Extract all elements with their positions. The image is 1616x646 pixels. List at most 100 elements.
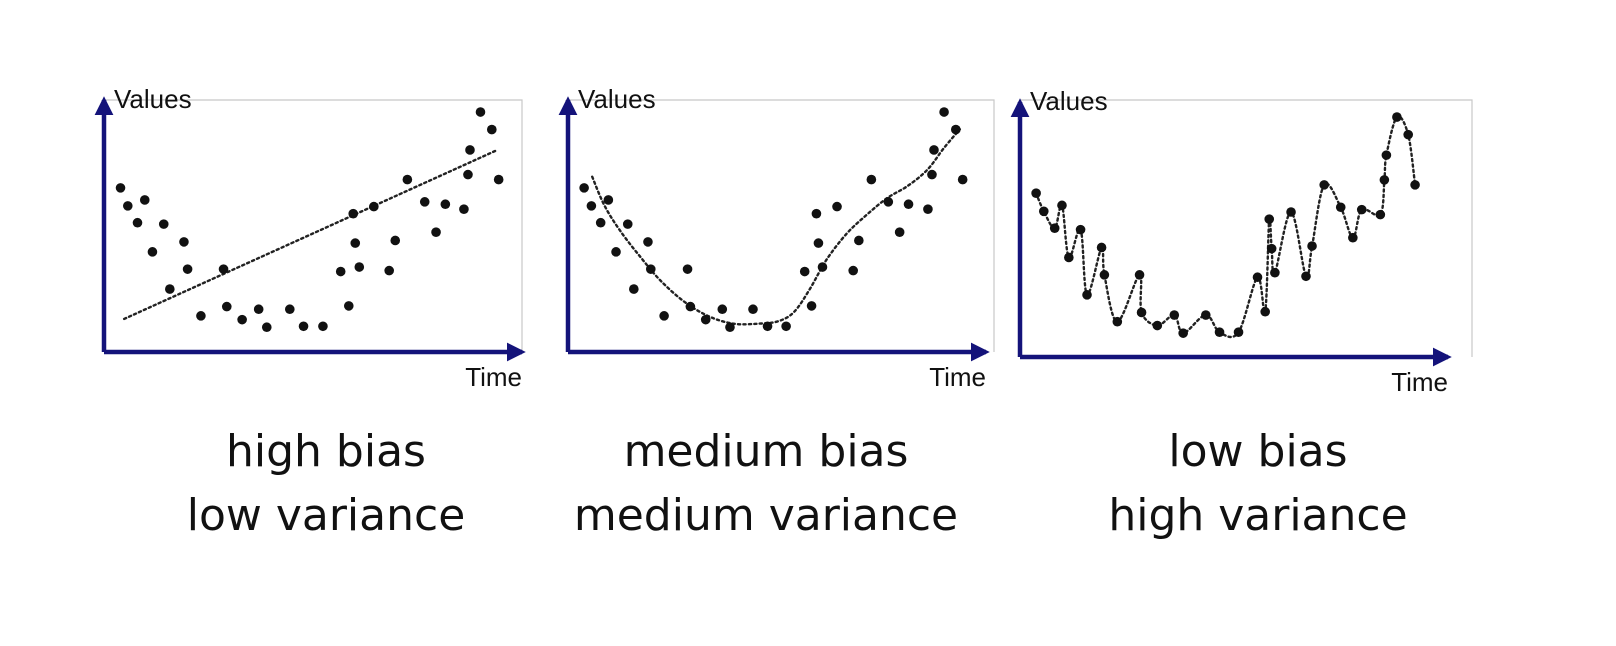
chart-panel-3: Values Time <box>1010 86 1473 397</box>
caption-line-1: medium bias <box>623 426 909 477</box>
data-point-1 <box>579 183 589 193</box>
data-point-12 <box>1136 307 1147 318</box>
x-axis-label: Time <box>465 362 522 392</box>
data-point-21 <box>811 208 822 219</box>
data-point-17 <box>762 321 773 332</box>
data-point-32 <box>1379 175 1390 185</box>
data-point-36 <box>957 174 968 185</box>
data-point-26 <box>1307 241 1317 251</box>
data-point-28 <box>883 197 894 207</box>
data-point-28 <box>419 197 430 207</box>
data-point-16 <box>285 304 295 315</box>
data-point-11 <box>1134 270 1145 280</box>
data-point-13 <box>700 314 711 325</box>
y-axis-label: Values <box>114 84 192 114</box>
data-point-18 <box>318 321 328 332</box>
caption-medium-bias: medium bias medium variance <box>566 420 966 548</box>
data-point-30 <box>903 199 914 210</box>
data-point-26 <box>854 235 864 246</box>
data-point-33 <box>465 145 475 155</box>
data-point-36 <box>493 174 504 185</box>
data-point-5 <box>611 247 621 257</box>
data-point-10 <box>1112 316 1123 327</box>
data-point-6 <box>622 219 633 229</box>
data-point-9 <box>1099 270 1110 280</box>
data-point-31 <box>1375 209 1386 220</box>
data-point-29 <box>894 227 905 237</box>
data-point-19 <box>1252 272 1263 283</box>
data-point-32 <box>927 169 937 180</box>
data-point-32 <box>463 169 473 180</box>
data-point-1 <box>1031 188 1041 199</box>
fit-curve <box>1034 115 1417 339</box>
data-point-17 <box>298 321 309 332</box>
plot-frame <box>1020 99 1473 357</box>
y-axis-label: Values <box>578 84 656 114</box>
data-point-20 <box>343 301 354 311</box>
chart-panel-1: Values Time <box>94 84 526 392</box>
data-point-15 <box>261 322 272 333</box>
data-point-2 <box>1038 206 1049 217</box>
data-point-27 <box>866 174 877 185</box>
caption-line-1: low bias <box>1168 426 1348 477</box>
data-point-16 <box>748 304 758 315</box>
data-point-24 <box>832 201 842 212</box>
data-point-7 <box>629 284 639 294</box>
x-axis-label: Time <box>1391 367 1448 397</box>
data-point-6 <box>158 219 169 229</box>
data-point-20 <box>1260 306 1270 317</box>
data-point-34 <box>475 107 486 117</box>
fit-curve <box>122 149 498 321</box>
data-point-14 <box>253 304 264 315</box>
data-point-4 <box>603 195 614 205</box>
data-point-25 <box>848 265 858 276</box>
data-point-23 <box>1270 267 1280 278</box>
data-point-22 <box>813 238 824 248</box>
data-point-25 <box>384 265 394 276</box>
data-point-5 <box>1064 252 1074 263</box>
data-point-10 <box>196 311 206 321</box>
data-point-24 <box>1286 207 1296 217</box>
data-point-15 <box>725 322 735 333</box>
data-point-4 <box>139 195 150 205</box>
data-point-23 <box>354 262 365 272</box>
data-point-13 <box>237 314 247 325</box>
data-point-3 <box>1049 223 1060 233</box>
caption-low-bias: low bias high variance <box>1058 420 1458 548</box>
data-point-3 <box>132 217 143 228</box>
data-point-31 <box>923 204 933 214</box>
data-point-9 <box>645 264 656 274</box>
data-point-22 <box>1266 243 1277 254</box>
data-point-17 <box>1214 327 1225 337</box>
data-point-25 <box>1301 271 1311 282</box>
caption-line-1: high bias <box>226 426 426 477</box>
data-point-8 <box>643 237 653 247</box>
data-point-14 <box>1169 310 1180 320</box>
data-point-22 <box>350 238 361 248</box>
data-point-7 <box>165 284 175 294</box>
caption-line-2: medium variance <box>573 490 959 541</box>
fit-curve <box>591 128 961 326</box>
data-point-36 <box>1410 180 1420 190</box>
data-point-18 <box>1233 327 1244 337</box>
data-point-2 <box>586 201 597 211</box>
data-point-28 <box>1335 202 1346 213</box>
data-point-21 <box>348 208 359 219</box>
data-point-34 <box>939 107 949 117</box>
data-point-15 <box>1178 328 1188 338</box>
data-point-30 <box>1356 204 1367 215</box>
data-point-7 <box>1082 290 1092 300</box>
data-point-12 <box>685 301 696 312</box>
data-point-33 <box>1381 150 1392 160</box>
data-point-33 <box>929 145 939 155</box>
data-point-16 <box>1201 310 1211 320</box>
data-point-19 <box>335 266 346 277</box>
data-point-11 <box>682 264 693 274</box>
data-point-29 <box>1348 232 1358 243</box>
data-point-14 <box>717 304 728 315</box>
caption-high-bias: high bias low variance <box>126 420 526 548</box>
plot-frame <box>568 99 995 352</box>
data-point-29 <box>431 227 441 237</box>
data-point-24 <box>369 201 379 212</box>
